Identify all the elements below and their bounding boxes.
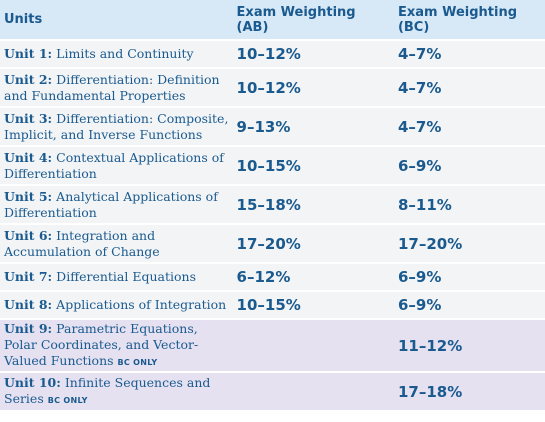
unit-title: Contextual Applications of Differentiati…: [4, 149, 224, 181]
unit-number: Unit 10:: [4, 374, 61, 390]
ab-weighting: 10–12%: [236, 78, 301, 97]
ab-weighting: 17–20%: [236, 234, 301, 253]
unit-title: Limits and Continuity: [56, 46, 194, 61]
table-row: Unit 3: Differentiation: Composite, Impl…: [0, 107, 545, 146]
ab-weighting: 15–18%: [236, 195, 301, 214]
unit-cell: Unit 5: Analytical Applications of Diffe…: [0, 185, 233, 224]
table-row-bc-only: Unit 10: Infinite Sequences and Series B…: [0, 372, 545, 411]
unit-title: Applications of Integration: [56, 297, 227, 312]
header-ab: Exam Weighting (AB): [236, 4, 356, 35]
ab-weighting: 9–13%: [236, 117, 291, 136]
bc-weighting: 6–9%: [397, 156, 442, 175]
unit-cell: Unit 8: Applications of Integration: [0, 291, 233, 319]
bc-weighting: 4–7%: [397, 78, 442, 97]
header-units: Units: [4, 12, 43, 27]
bc-only-tag: BC ONLY: [47, 395, 88, 405]
unit-cell: Unit 7: Differential Equations: [0, 263, 233, 291]
unit-title: Differential Equations: [56, 269, 196, 284]
table-row: Unit 8: Applications of Integration 10–1…: [0, 291, 545, 319]
unit-number: Unit 2:: [4, 71, 53, 87]
table-row: Unit 6: Integration and Accumulation of …: [0, 224, 545, 263]
unit-cell: Unit 10: Infinite Sequences and Series B…: [0, 372, 233, 411]
ab-weighting: 10–15%: [236, 296, 301, 314]
unit-number: Unit 4:: [4, 149, 53, 165]
bc-weighting: 4–7%: [397, 117, 442, 136]
unit-cell: Unit 3: Differentiation: Composite, Impl…: [0, 107, 233, 146]
unit-title: Parametric Equations, Polar Coordinates,…: [4, 320, 199, 368]
bc-weighting: 8–11%: [397, 195, 452, 214]
unit-title: Differentiation: Definition and Fundamen…: [4, 71, 220, 103]
exam-weighting-table: Units Exam Weighting (AB) Exam Weighting…: [0, 0, 545, 411]
table-row: Unit 4: Contextual Applications of Diffe…: [0, 146, 545, 185]
ab-weighting: 10–12%: [236, 45, 301, 63]
bc-weighting: 11–12%: [397, 336, 463, 355]
bc-weighting: 6–9%: [397, 268, 442, 286]
unit-number: Unit 9:: [4, 320, 53, 336]
unit-number: Unit 8:: [4, 297, 53, 312]
table-row: Unit 2: Differentiation: Definition and …: [0, 68, 545, 107]
ab-weighting: 10–15%: [236, 156, 301, 175]
table-row-bc-only: Unit 9: Parametric Equations, Polar Coor…: [0, 319, 545, 372]
unit-cell: Unit 2: Differentiation: Definition and …: [0, 68, 233, 107]
bc-weighting: 6–9%: [397, 296, 442, 314]
header-bc: Exam Weighting (BC): [397, 4, 518, 35]
unit-title: Integration and Accumulation of Change: [4, 227, 160, 259]
ab-weighting: [233, 372, 394, 411]
unit-cell: Unit 4: Contextual Applications of Diffe…: [0, 146, 233, 185]
unit-number: Unit 1:: [4, 46, 53, 61]
bc-weighting: 4–7%: [397, 45, 442, 63]
unit-number: Unit 7:: [4, 269, 53, 284]
unit-title: Differentiation: Composite, Implicit, an…: [4, 110, 229, 142]
unit-title: Infinite Sequences and Series: [4, 374, 211, 406]
unit-number: Unit 3:: [4, 110, 53, 126]
ab-weighting: [233, 319, 394, 372]
unit-cell: Unit 6: Integration and Accumulation of …: [0, 224, 233, 263]
unit-cell: Unit 1: Limits and Continuity: [0, 40, 233, 68]
ab-weighting: 6–12%: [236, 268, 291, 286]
table-header-row: Units Exam Weighting (AB) Exam Weighting…: [0, 0, 545, 40]
bc-weighting: 17–20%: [397, 234, 463, 253]
bc-weighting: 17–18%: [397, 382, 463, 401]
unit-number: Unit 6:: [4, 227, 53, 243]
unit-cell: Unit 9: Parametric Equations, Polar Coor…: [0, 319, 233, 372]
table-row: Unit 7: Differential Equations 6–12% 6–9…: [0, 263, 545, 291]
unit-title: Analytical Applications of Differentiati…: [4, 188, 218, 220]
table-row: Unit 1: Limits and Continuity 10–12% 4–7…: [0, 40, 545, 68]
bc-only-tag: BC ONLY: [117, 357, 158, 367]
table-row: Unit 5: Analytical Applications of Diffe…: [0, 185, 545, 224]
unit-number: Unit 5:: [4, 188, 53, 204]
